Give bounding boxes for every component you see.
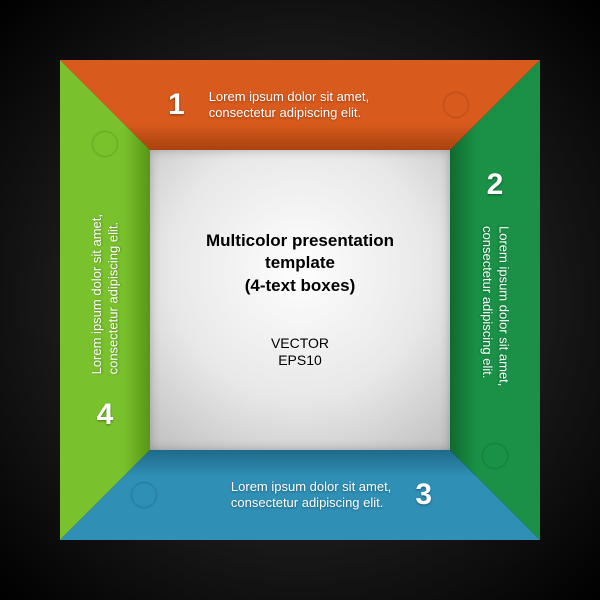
puzzle-knob-bottom [132,483,156,507]
center-panel: Multicolor presentationtemplate(4-text b… [150,150,450,450]
side-bottom-number: 3 [415,478,432,512]
puzzle-knob-right [483,444,507,468]
side-top-number: 1 [168,88,185,122]
side-left-number: 4 [97,398,114,432]
side-left-text: Lorem ipsum dolor sit amet,consectetur a… [89,214,122,374]
side-right-number: 2 [487,168,504,202]
puzzle-knob-left [93,132,117,156]
side-right-text: Lorem ipsum dolor sit amet,consectetur a… [479,226,512,386]
stage: Multicolor presentationtemplate(4-text b… [0,0,600,600]
center-subtitle: VECTOREPS10 [271,335,329,370]
puzzle-frame: Multicolor presentationtemplate(4-text b… [60,60,540,540]
puzzle-knob-top [444,93,468,117]
side-bottom-text: Lorem ipsum dolor sit amet,consectetur a… [231,479,391,512]
center-title: Multicolor presentationtemplate(4-text b… [206,230,394,296]
side-top-text: Lorem ipsum dolor sit amet,consectetur a… [209,89,369,122]
